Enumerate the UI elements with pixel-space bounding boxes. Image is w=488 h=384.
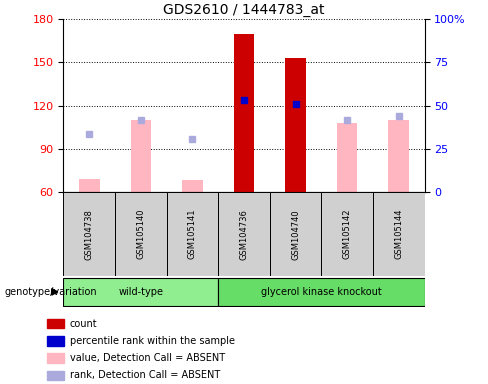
Title: GDS2610 / 1444783_at: GDS2610 / 1444783_at <box>163 3 325 17</box>
Text: value, Detection Call = ABSENT: value, Detection Call = ABSENT <box>70 353 225 363</box>
Text: rank, Detection Call = ABSENT: rank, Detection Call = ABSENT <box>70 370 220 381</box>
Text: percentile rank within the sample: percentile rank within the sample <box>70 336 235 346</box>
Bar <box>130 120 151 192</box>
Bar <box>218 192 270 276</box>
Bar <box>182 180 203 192</box>
Text: GSM104736: GSM104736 <box>240 209 248 260</box>
Bar <box>63 192 115 276</box>
Text: GSM105140: GSM105140 <box>136 209 145 260</box>
Bar <box>270 192 322 276</box>
Text: GSM105142: GSM105142 <box>343 209 352 260</box>
Bar <box>337 123 358 192</box>
Bar <box>79 179 100 192</box>
Bar <box>47 371 64 380</box>
Bar <box>388 120 409 192</box>
Text: GSM105141: GSM105141 <box>188 209 197 260</box>
Text: count: count <box>70 318 98 329</box>
Text: genotype/variation: genotype/variation <box>5 287 98 297</box>
Text: wild-type: wild-type <box>118 287 163 297</box>
Bar <box>218 278 425 306</box>
Bar <box>285 106 306 192</box>
Text: GSM104738: GSM104738 <box>85 209 94 260</box>
Bar <box>166 192 218 276</box>
Bar <box>322 192 373 276</box>
Text: GSM105144: GSM105144 <box>394 209 403 260</box>
Text: glycerol kinase knockout: glycerol kinase knockout <box>261 287 382 297</box>
Text: GSM104740: GSM104740 <box>291 209 300 260</box>
Bar <box>115 192 166 276</box>
Bar <box>47 319 64 328</box>
Bar <box>47 336 64 346</box>
Bar <box>285 58 306 192</box>
Bar <box>47 353 64 363</box>
Bar <box>373 192 425 276</box>
Bar <box>63 278 218 306</box>
Bar <box>234 34 254 192</box>
